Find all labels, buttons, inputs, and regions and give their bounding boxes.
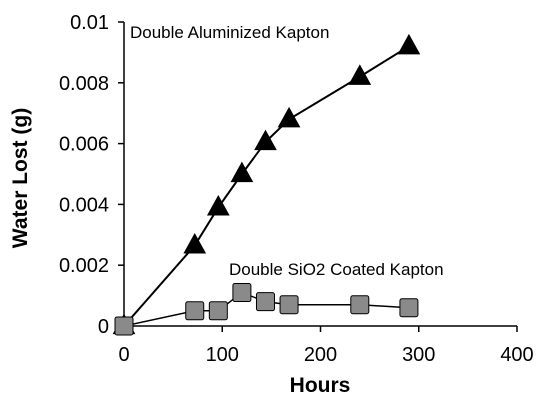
y-tick-label: 0.008 [59, 73, 109, 95]
triangle-marker [230, 161, 254, 183]
x-tick-label: 0 [118, 344, 129, 366]
triangle-marker [183, 233, 207, 254]
triangle-marker [254, 129, 277, 151]
square-marker [114, 316, 134, 336]
y-tick-label: 0 [98, 316, 109, 338]
square-marker [208, 301, 228, 321]
series-label-aluminized: Double Aluminized Kapton [130, 23, 329, 42]
x-tick-label: 400 [500, 344, 533, 366]
x-tick-label: 100 [206, 344, 239, 366]
y-tick-label: 0.006 [59, 134, 109, 156]
y-tick-label: 0.01 [70, 12, 109, 34]
triangle-marker [277, 106, 301, 128]
series-markers [112, 33, 421, 336]
x-tick-label: 200 [304, 344, 337, 366]
triangle-marker [206, 195, 230, 216]
triangle-marker [348, 64, 372, 85]
ticks: 0 0.002 0.004 0.006 0.008 0.01 0 100 200 300 400 [59, 12, 534, 366]
series-lines [123, 45, 410, 327]
square-marker [185, 301, 205, 321]
y-axis-title: Water Lost (g) [9, 108, 32, 248]
y-tick-label: 0.004 [59, 194, 109, 216]
square-marker [350, 295, 370, 315]
x-tick-label: 300 [402, 344, 435, 366]
y-tick-label: 0.002 [59, 255, 109, 277]
series-line-1 [123, 45, 410, 327]
triangle-marker [397, 33, 421, 55]
square-marker [255, 292, 275, 312]
axes [123, 22, 517, 327]
square-marker [279, 295, 299, 315]
square-marker [399, 298, 419, 318]
x-axis-title: Hours [290, 374, 351, 397]
square-marker [232, 283, 252, 303]
series-label-sio2: Double SiO2 Coated Kapton [229, 260, 444, 279]
